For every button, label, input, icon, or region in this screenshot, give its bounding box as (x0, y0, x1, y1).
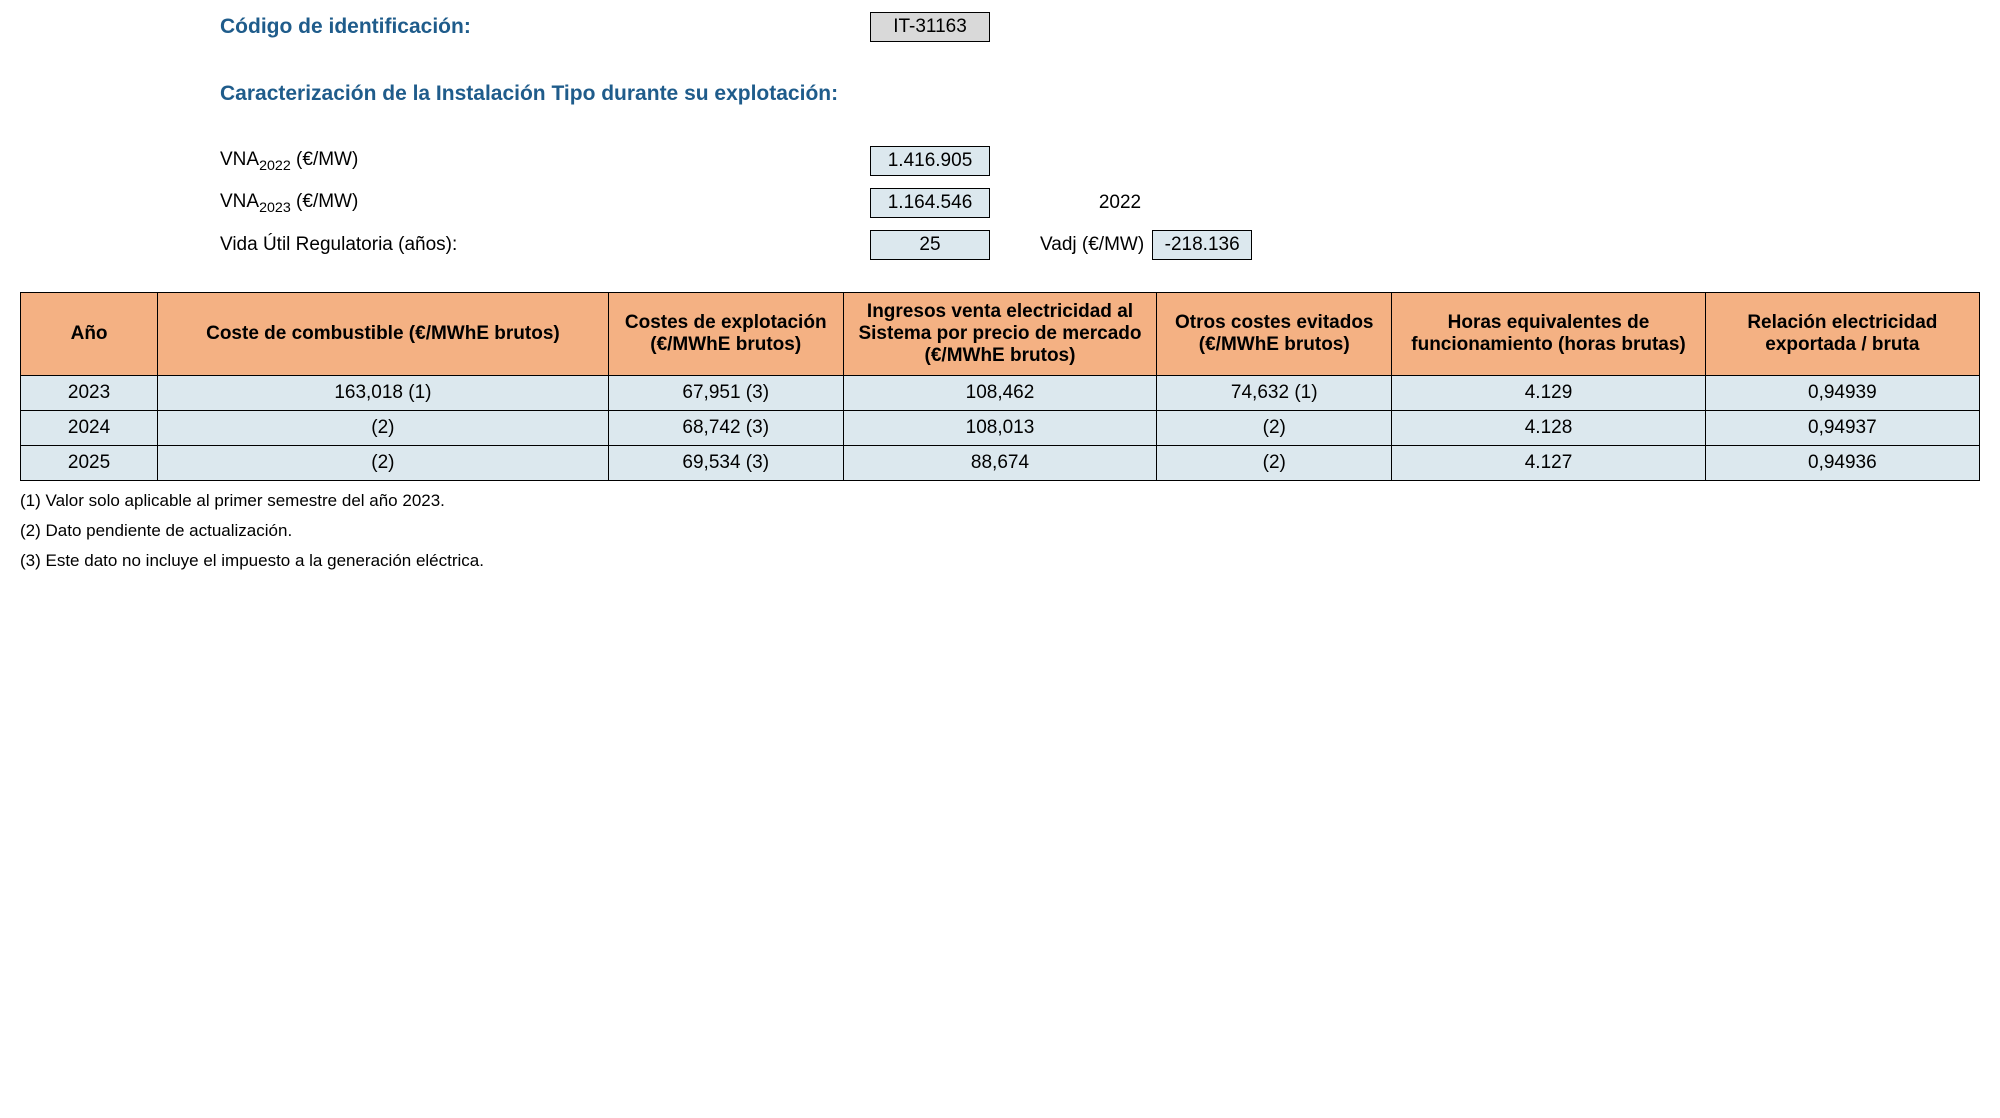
table-cell: 0,94937 (1705, 411, 1979, 446)
table-row: 2024(2)68,742 (3)108,013(2)4.1280,94937 (21, 411, 1980, 446)
table-head: Año Coste de combustible (€/MWhE brutos)… (21, 293, 1980, 376)
header-block: Código de identificación: IT-31163 Carac… (220, 10, 1980, 262)
table-cell: (2) (158, 446, 609, 481)
footnotes: (1) Valor solo aplicable al primer semes… (20, 491, 1980, 571)
th-fuel-cost: Coste de combustible (€/MWhE brutos) (158, 293, 609, 376)
vna2023-value: 1.164.546 (870, 188, 990, 218)
table-cell: 0,94936 (1705, 446, 1979, 481)
vna2022-row: VNA2022 (€/MW) 1.416.905 (220, 144, 1980, 178)
th-ops-cost: Costes de explotación (€/MWhE brutos) (608, 293, 843, 376)
vida-label: Vida Útil Regulatoria (años): (220, 234, 870, 256)
th-year: Año (21, 293, 158, 376)
table-body: 2023163,018 (1)67,951 (3)108,46274,632 (… (21, 376, 1980, 481)
table-cell: 4.129 (1392, 376, 1705, 411)
vna2022-sub: 2022 (259, 157, 291, 173)
id-row: Código de identificación: IT-31163 (220, 10, 1980, 44)
vida-row: Vida Útil Regulatoria (años): 25 Vadj (€… (220, 228, 1980, 262)
table-cell: 88,674 (843, 446, 1156, 481)
table-cell: (2) (1157, 446, 1392, 481)
table-cell: (2) (1157, 411, 1392, 446)
year-extra: 2022 (1040, 192, 1200, 214)
table-row: 2025(2)69,534 (3)88,674(2)4.1270,94936 (21, 446, 1980, 481)
table-cell: 108,013 (843, 411, 1156, 446)
id-label: Código de identificación: (220, 15, 870, 39)
table-cell: 163,018 (1) (158, 376, 609, 411)
vida-value: 25 (870, 230, 990, 260)
table-cell: 68,742 (3) (608, 411, 843, 446)
th-ratio: Relación electricidad exportada / bruta (1705, 293, 1979, 376)
th-other-costs: Otros costes evitados (€/MWhE brutos) (1157, 293, 1392, 376)
table-cell: 2024 (21, 411, 158, 446)
data-table: Año Coste de combustible (€/MWhE brutos)… (20, 292, 1980, 481)
table-cell: 74,632 (1) (1157, 376, 1392, 411)
vna2022-pre: VNA (220, 149, 259, 170)
vadj-value: -218.136 (1152, 230, 1252, 260)
section-title-row: Caracterización de la Instalación Tipo d… (220, 77, 1980, 111)
table-cell: (2) (158, 411, 609, 446)
table-cell: 2025 (21, 446, 158, 481)
footnote-3: (3) Este dato no incluye el impuesto a l… (20, 551, 1980, 571)
section-title: Caracterización de la Instalación Tipo d… (220, 82, 838, 106)
th-income: Ingresos venta electricidad al Sistema p… (843, 293, 1156, 376)
vna2022-value: 1.416.905 (870, 146, 990, 176)
table-cell: 4.128 (1392, 411, 1705, 446)
vna2022-label: VNA2022 (€/MW) (220, 149, 870, 174)
vadj-col: Vadj (€/MW) -218.136 (1040, 230, 1252, 260)
table-cell: 2023 (21, 376, 158, 411)
footnote-1: (1) Valor solo aplicable al primer semes… (20, 491, 1980, 511)
table-row: 2023163,018 (1)67,951 (3)108,46274,632 (… (21, 376, 1980, 411)
year-extra-col: 2022 (1040, 192, 1200, 214)
vna2023-label: VNA2023 (€/MW) (220, 191, 870, 216)
table-cell: 4.127 (1392, 446, 1705, 481)
footnote-2: (2) Dato pendiente de actualización. (20, 521, 1980, 541)
table-cell: 69,534 (3) (608, 446, 843, 481)
vna2023-sub: 2023 (259, 199, 291, 215)
table-cell: 108,462 (843, 376, 1156, 411)
th-hours: Horas equivalentes de funcionamiento (ho… (1392, 293, 1705, 376)
table-cell: 0,94939 (1705, 376, 1979, 411)
table-cell: 67,951 (3) (608, 376, 843, 411)
vna2023-row: VNA2023 (€/MW) 1.164.546 2022 (220, 186, 1980, 220)
vadj-label: Vadj (€/MW) (1040, 234, 1144, 256)
vna2022-post: (€/MW) (291, 149, 359, 170)
header-row: Año Coste de combustible (€/MWhE brutos)… (21, 293, 1980, 376)
vna2023-pre: VNA (220, 191, 259, 212)
id-value: IT-31163 (870, 12, 990, 42)
vna2023-post: (€/MW) (291, 191, 359, 212)
